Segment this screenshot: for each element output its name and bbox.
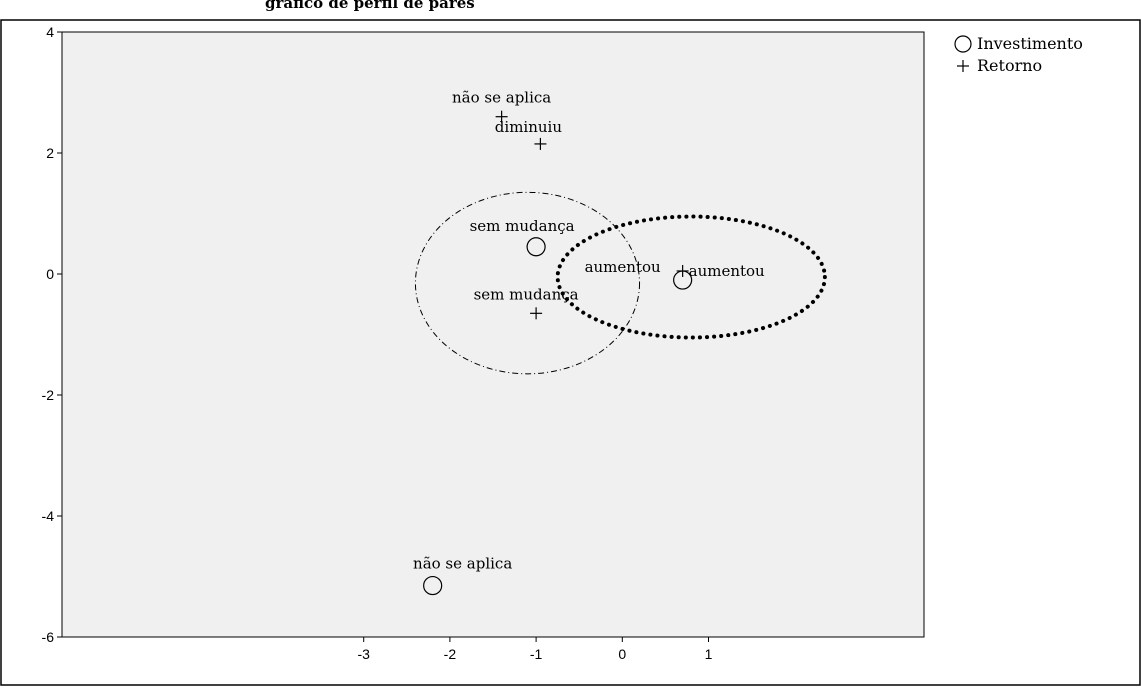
- y-tick-label: 0: [46, 266, 54, 282]
- chart-title: gráfico de perfil de pares: [265, 0, 475, 12]
- point-label: diminuiu: [495, 118, 563, 136]
- plot-area: [61, 31, 925, 638]
- annotation-ellipses: [414, 191, 827, 375]
- x-tick-label: 1: [705, 646, 713, 662]
- x-tick-label: -2: [444, 646, 457, 662]
- point-label: aumentou: [689, 262, 765, 280]
- y-axis: 4 2 0 -2 -4 -6: [42, 24, 62, 645]
- data-points: sem mudança aumentou não se aplica não se a…: [413, 89, 765, 596]
- x-axis: -3 -2 -1 0 1: [357, 637, 713, 662]
- dash-dot-ellipse: [414, 191, 641, 375]
- retorno-point: [534, 137, 547, 150]
- dotted-ellipse: [555, 214, 827, 340]
- point-label: sem mudança: [474, 285, 579, 303]
- investimento-point: [526, 237, 546, 257]
- retorno-point: [530, 307, 543, 320]
- x-tick-label: -3: [357, 646, 370, 662]
- legend-plus-icon: [957, 60, 969, 72]
- x-tick-label: 0: [618, 646, 626, 662]
- retorno-point: [676, 264, 689, 277]
- point-label: não se aplica: [452, 89, 551, 107]
- point-label: sem mudança: [470, 217, 575, 235]
- legend-label: Retorno: [977, 56, 1042, 75]
- x-tick-label: -1: [530, 646, 543, 662]
- y-tick-label: -2: [42, 387, 55, 403]
- legend-circle-icon: [954, 35, 972, 53]
- retorno-point: [495, 110, 508, 123]
- y-tick-label: 2: [46, 145, 54, 161]
- legend: Investimento Retorno: [954, 34, 1083, 75]
- y-tick-label: -6: [42, 629, 55, 645]
- investimento-point: [423, 575, 443, 596]
- point-label: não se aplica: [413, 555, 512, 573]
- legend-label: Investimento: [977, 34, 1083, 53]
- point-label: aumentou: [585, 258, 661, 276]
- y-tick-label: 4: [46, 24, 54, 40]
- y-tick-label: -4: [42, 508, 55, 524]
